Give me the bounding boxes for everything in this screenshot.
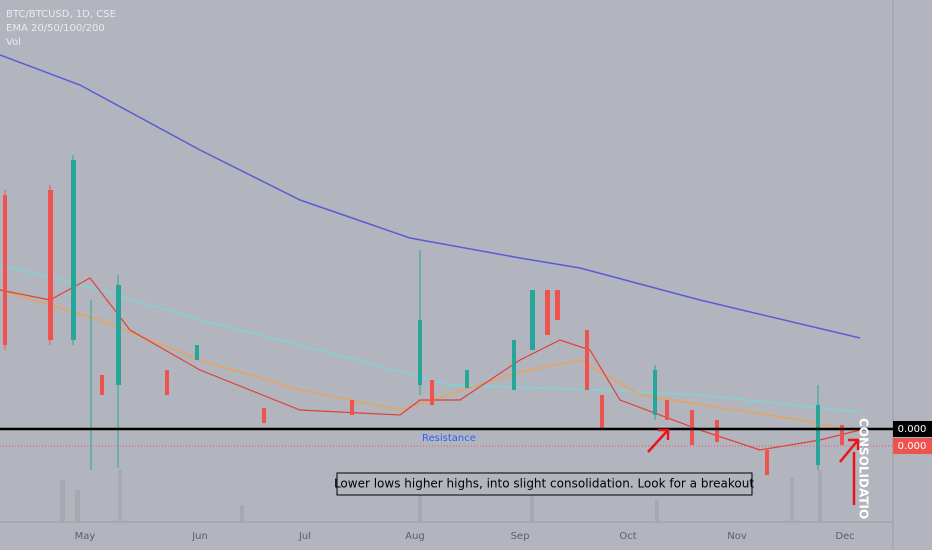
note-box xyxy=(336,472,753,496)
candle xyxy=(71,160,76,340)
candles xyxy=(3,155,844,475)
volume-bar xyxy=(790,478,794,522)
time-label: Sep xyxy=(511,531,530,542)
candle xyxy=(600,395,604,430)
volume-bar xyxy=(418,488,422,522)
note-text: Lower lows higher highs, into slight con… xyxy=(334,477,754,491)
volume-bar xyxy=(655,500,659,522)
arrow xyxy=(647,428,670,453)
price-label-box xyxy=(893,421,932,437)
candle xyxy=(418,320,422,385)
volume-bar xyxy=(75,490,80,522)
candle xyxy=(100,375,104,395)
candle xyxy=(195,345,199,360)
candle xyxy=(545,290,550,335)
time-label: Jun xyxy=(191,531,208,542)
volume-bar xyxy=(118,470,122,522)
time-label: May xyxy=(75,531,96,542)
last-price-label: 0.000 xyxy=(898,441,927,452)
time-label: Jul xyxy=(298,531,311,542)
symbol: BTC/BTCUSD, 1D, CSE xyxy=(6,9,116,20)
candle xyxy=(653,370,657,415)
arrows xyxy=(647,428,860,505)
volume-bars xyxy=(60,470,822,522)
candle xyxy=(530,290,535,350)
candle xyxy=(350,400,354,415)
candle xyxy=(555,290,560,320)
vertical-label: CONSOLIDATIO xyxy=(857,418,871,519)
candle xyxy=(816,405,820,465)
resistance-label: Resistance xyxy=(422,433,476,444)
price-label: 0.000 xyxy=(898,424,927,435)
time-label: Aug xyxy=(405,531,425,542)
candle xyxy=(512,340,516,390)
ema-200 xyxy=(0,54,861,339)
volume-bar xyxy=(60,480,65,522)
candle xyxy=(715,420,719,442)
candle xyxy=(262,408,266,423)
volume-bar xyxy=(240,505,244,522)
time-axis: May Jun Jul Aug Sep Oct Nov Dec xyxy=(75,531,855,542)
volume-bar xyxy=(530,495,534,522)
ema-50 xyxy=(0,289,861,433)
candle xyxy=(585,330,589,390)
candle xyxy=(430,380,434,405)
candle xyxy=(840,425,844,445)
indicators: EMA 20/50/100/200 xyxy=(6,23,105,34)
last-price-box xyxy=(893,438,932,454)
candle xyxy=(165,370,169,395)
arrow xyxy=(839,438,860,463)
candle xyxy=(665,400,669,420)
candle xyxy=(465,370,469,388)
candle xyxy=(3,195,7,345)
time-label: Dec xyxy=(835,531,854,542)
volume-label: Vol xyxy=(6,37,21,48)
time-label: Oct xyxy=(619,531,636,542)
candle xyxy=(48,190,53,340)
candle xyxy=(116,285,121,385)
candle xyxy=(765,450,769,475)
candle xyxy=(690,410,694,445)
time-label: Nov xyxy=(727,531,747,542)
volume-bar xyxy=(818,470,822,522)
